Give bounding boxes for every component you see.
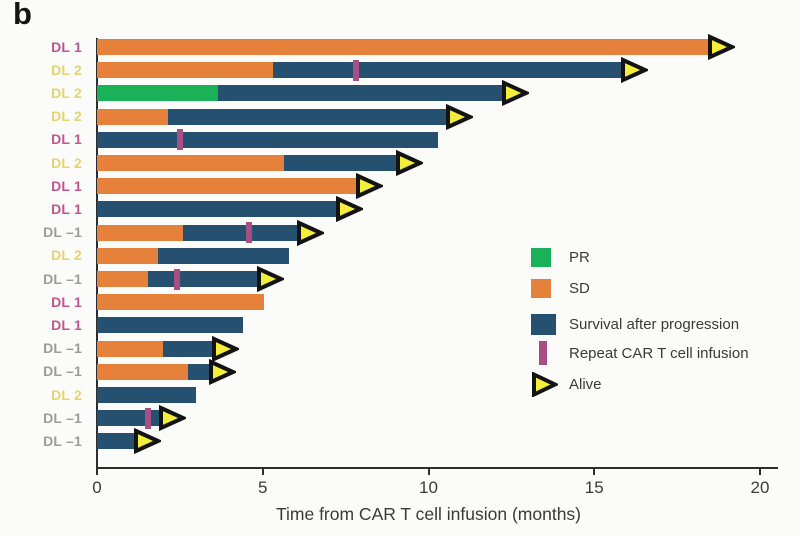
row-label: DL –1 [43,224,82,241]
legend-item-alive: Alive [531,371,602,397]
legend-item-repeat-infusion: Repeat CAR T cell infusion [531,340,749,366]
bar-segment-sd [97,39,714,55]
alive-arrow-icon [256,265,286,297]
row-label: DL 2 [51,108,82,125]
bar-segment-sap [97,201,343,218]
row-label: DL –1 [43,363,82,380]
bar-segment-sd [97,247,159,264]
bar-segment-sd [97,340,164,357]
alive-arrow-icon [335,196,366,227]
repeat-infusion-tick [176,129,183,151]
bar-segment-sd [97,155,285,171]
survival-swatch-icon [531,313,556,335]
bar-segment-sd [97,294,265,311]
row-label: DL 1 [51,316,82,333]
row-label: DL 2 [51,61,82,78]
x-tick-label: 5 [258,478,268,497]
bar-segment-sap [97,433,141,450]
pr-swatch-icon [531,247,551,267]
legend-label-alive: Alive [569,375,602,393]
row-label: DL 1 [51,38,82,55]
row-label: DL 2 [51,84,82,101]
alive-arrow-icon [501,80,531,111]
sd-swatch-icon [531,278,551,298]
legend-label-sd: SD [569,279,590,297]
bar-segment-sap [97,410,165,427]
bar-segment-sap [272,62,628,79]
repeat-infusion-tick [173,268,180,290]
x-tick-label: 10 [419,478,438,497]
bar-segment-sap [97,387,197,403]
repeat-infusion-tick [352,59,359,81]
legend-item-sd: SD [531,275,590,301]
bar-segment-sd [97,363,189,380]
bar-segment-sap [284,155,402,171]
x-tick [427,468,430,475]
row-label: DL 2 [51,154,82,171]
alive-arrow-icon [707,33,737,65]
x-axis-line [96,467,778,469]
repeat-infusion-tick-icon [539,341,547,365]
row-label: DL 2 [51,386,82,403]
bar-segment-sd [97,62,273,79]
bar-segment-sap [217,85,509,102]
row-label: DL 1 [51,177,82,194]
legend-item-pr: PR [531,244,590,270]
repeat-infusion-tick [145,407,152,429]
row-label: DL –1 [43,432,82,449]
legend-label-pr: PR [569,248,590,266]
legend-label-repeat-infusion: Repeat CAR T cell infusion [569,344,749,362]
bar-segment-sap [148,271,263,287]
bar-segment-sap [163,340,218,357]
bar-segment-sap [97,317,243,334]
panel-label: b [13,0,32,31]
bar-segment-sd [97,271,149,287]
x-tick-label: 0 [92,478,102,497]
bar-segment-sd [97,224,184,241]
x-tick [759,468,761,475]
bar-segment-sap [183,224,303,241]
x-tick-label: 15 [584,478,604,497]
legend-item-survival: Survival after progression [531,311,739,337]
row-label: DL –1 [43,270,82,287]
alive-arrow-icon [211,335,241,367]
bar-segment-pr [97,85,218,102]
bar-segment-sap [168,108,452,125]
alive-arrow-icon [445,103,475,135]
repeat-infusion-tick [246,222,253,244]
row-label: DL 1 [51,293,82,310]
bar-segment-sap [158,247,290,264]
alive-arrow-icon [158,405,188,436]
alive-arrow-icon [620,57,651,88]
alive-arrow-icon [133,428,163,459]
x-axis-title: Time from CAR T cell infusion (months) [275,504,582,524]
alive-arrow-icon [355,173,386,204]
alive-arrow-icon [296,219,326,251]
x-tick-label: 20 [750,478,770,497]
x-tick [96,468,98,475]
alive-arrow-icon [532,371,558,397]
alive-arrow-icon [208,358,238,390]
alive-arrow-icon [395,149,425,181]
row-label: DL 2 [51,247,82,264]
legend-label-survival: Survival after progression [569,315,740,333]
x-tick [261,468,264,475]
row-label: DL –1 [43,340,82,357]
bar-segment-sap [97,131,439,148]
row-label: DL 1 [51,200,82,217]
row-label: DL –1 [43,409,82,426]
row-label: DL 1 [51,131,82,148]
bar-segment-sd [97,108,169,125]
bar-segment-sap [188,363,215,380]
bar-segment-sd [97,178,363,195]
x-tick [593,468,596,475]
